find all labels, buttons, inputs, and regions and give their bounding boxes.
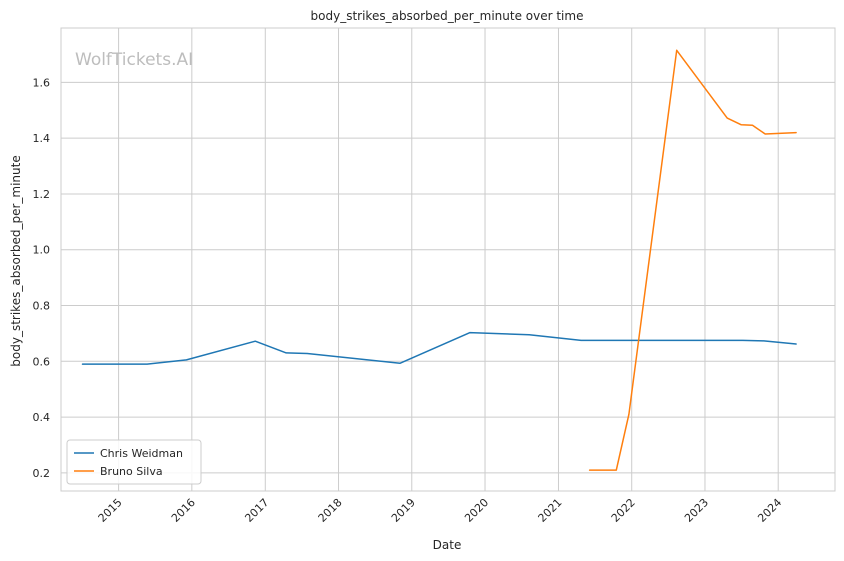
y-tick-label: 0.8 — [33, 300, 51, 313]
y-tick-label: 0.4 — [33, 411, 51, 424]
y-tick-label: 0.2 — [33, 467, 51, 480]
chart-title: body_strikes_absorbed_per_minute over ti… — [311, 9, 584, 23]
y-axis-label: body_strikes_absorbed_per_minute — [9, 155, 23, 366]
x-axis-label: Date — [433, 538, 462, 552]
legend-box — [66, 439, 202, 485]
series-line-chris-weidman — [81, 331, 797, 365]
legend-label: Chris Weidman — [100, 447, 183, 460]
legend: Chris Weidman Bruno Silva — [66, 439, 202, 485]
plot-frame — [60, 27, 836, 492]
y-tick-label: 1.2 — [33, 188, 51, 201]
legend-label: Bruno Silva — [100, 465, 163, 478]
y-tick-label: 1.6 — [33, 76, 51, 89]
y-tick-label: 1.0 — [33, 244, 51, 257]
gridlines — [61, 28, 835, 491]
series-line-bruno-silva — [588, 49, 797, 471]
plot-area — [61, 28, 835, 491]
y-tick-labels: 0.2 0.4 0.6 0.8 1.0 1.2 1.4 1.6 — [33, 76, 51, 479]
series-layer — [81, 49, 797, 471]
y-tick-label: 0.6 — [33, 355, 51, 368]
y-tick-label: 1.4 — [33, 132, 51, 145]
watermark-text: WolfTickets.AI — [75, 50, 193, 70]
